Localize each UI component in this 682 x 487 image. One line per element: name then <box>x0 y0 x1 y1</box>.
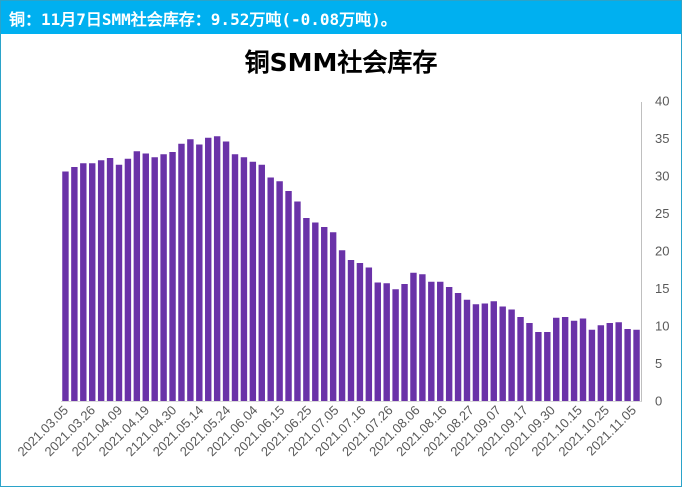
bar <box>597 325 605 401</box>
bar <box>303 218 310 401</box>
bar <box>624 329 631 401</box>
y-tick-label: 40 <box>655 94 669 109</box>
chart-title: 铜SMM社会库存 <box>244 48 438 77</box>
bar <box>535 332 542 401</box>
header-text: 铜：11月7日SMM社会库存：9.52万吨(-0.08万吨)。 <box>9 10 397 29</box>
bar <box>356 263 364 401</box>
bar <box>374 282 381 401</box>
bar <box>151 157 158 401</box>
bar <box>97 160 105 401</box>
bar <box>490 301 497 401</box>
y-tick-label: 35 <box>655 131 669 146</box>
x-axis-ticks: 2021.03.052021.03.262021.04.092021.04.19… <box>14 403 639 460</box>
bar <box>249 161 257 401</box>
bar <box>294 201 301 401</box>
bar <box>428 281 435 401</box>
y-tick-label: 20 <box>655 244 669 259</box>
bar <box>329 232 337 401</box>
bar <box>115 164 123 401</box>
y-axis-ticks: 0 5 10 15 20 25 30 35 40 <box>655 94 669 409</box>
bar <box>401 284 408 401</box>
bar <box>124 158 132 401</box>
bar <box>133 151 141 401</box>
y-tick-label: 25 <box>655 206 669 221</box>
bar <box>71 167 78 401</box>
bar <box>392 289 399 401</box>
bar <box>633 329 640 401</box>
bar <box>463 299 471 401</box>
bar <box>508 309 515 401</box>
bar <box>312 222 319 401</box>
y-tick-label: 30 <box>655 169 669 184</box>
bar <box>187 139 194 401</box>
bar <box>142 153 149 401</box>
bars-group <box>62 136 640 401</box>
bar <box>321 227 328 401</box>
bar <box>231 154 239 401</box>
bar <box>365 267 373 401</box>
y-tick-label: 15 <box>655 281 669 296</box>
bar <box>338 250 346 401</box>
bar <box>222 141 230 401</box>
bar <box>579 318 587 401</box>
bar <box>561 317 569 401</box>
bar <box>410 272 417 401</box>
bar <box>258 164 265 401</box>
bar <box>419 274 426 401</box>
bar <box>80 163 87 401</box>
header-banner: 铜：11月7日SMM社会库存：9.52万吨(-0.08万吨)。 <box>1 1 681 34</box>
bar <box>445 287 453 401</box>
bar <box>106 158 114 401</box>
y-tick-label: 0 <box>655 394 662 409</box>
bar <box>160 154 167 401</box>
bar <box>240 157 248 401</box>
bar <box>472 304 480 401</box>
bar <box>169 152 176 401</box>
bar <box>615 322 622 401</box>
y-tick-label: 5 <box>655 356 662 371</box>
bar <box>213 136 221 401</box>
bar <box>89 163 96 401</box>
bar <box>62 171 69 401</box>
bar <box>437 281 444 401</box>
bar <box>481 303 489 401</box>
y-tick-label: 10 <box>655 319 669 334</box>
bar <box>267 177 274 401</box>
bar <box>606 323 613 401</box>
bar <box>553 317 560 401</box>
bar <box>499 306 506 401</box>
bar <box>383 283 390 401</box>
bar <box>347 260 355 401</box>
bar <box>517 317 524 401</box>
bar <box>544 332 551 401</box>
bar <box>205 137 212 401</box>
bar <box>454 293 462 401</box>
bar <box>526 323 533 401</box>
bar <box>196 144 203 401</box>
bar <box>570 320 578 401</box>
bar <box>285 191 292 401</box>
bar <box>276 181 283 401</box>
bar <box>588 329 596 401</box>
bar <box>178 143 185 401</box>
